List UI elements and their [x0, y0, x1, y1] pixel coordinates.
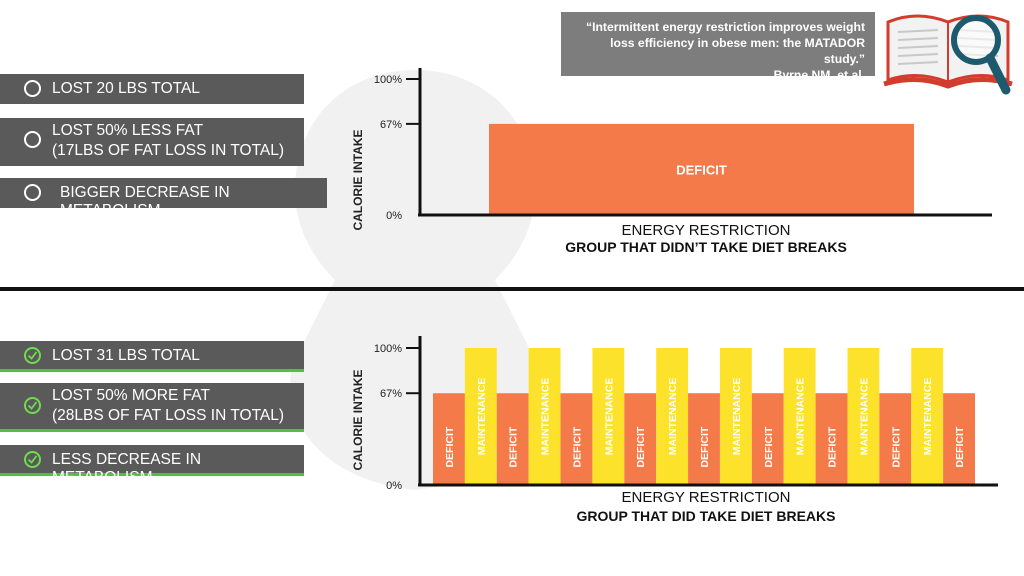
bar-label: DEFICIT — [635, 426, 647, 467]
y-tick-label: 67% — [380, 119, 402, 131]
deficit-bar — [688, 393, 720, 485]
result-text: BIGGER DECREASE IN METABOLISM — [60, 184, 230, 219]
quote-author: Byrne NM. et al. — [773, 68, 865, 82]
y-tick-label: 100% — [374, 343, 402, 355]
y-tick-label: 67% — [380, 388, 402, 400]
check-circle-icon — [24, 347, 41, 364]
result-tag-less-metabolism-decrease: LESS DECREASE IN METABOLISM — [0, 445, 304, 486]
result-text: LOST 31 LBS TOTAL — [52, 347, 200, 364]
bar-label: MAINTENANCE — [858, 378, 870, 456]
chart-no-diet-breaks: CALORIE INTAKE 0% 67% 100% DEFICIT ENERGY … — [351, 68, 992, 255]
result-tag-more-fat: LOST 50% MORE FAT (28LBS OF FAT LOSS IN … — [0, 383, 304, 432]
result-subtext: (17LBS OF FAT LOSS IN TOTAL) — [52, 142, 285, 159]
result-tag-less-fat: LOST 50% LESS FAT (17LBS OF FAT LOSS IN … — [0, 118, 304, 166]
maintenance-bar — [719, 348, 752, 485]
book-magnifier-icon — [883, 14, 1013, 95]
y-tick-label: 0% — [386, 480, 402, 492]
maintenance-bar — [783, 348, 816, 485]
maintenance-bar — [528, 348, 561, 485]
maintenance-bar — [656, 348, 689, 485]
y-tick-label: 100% — [374, 74, 402, 86]
maintenance-bar — [592, 348, 625, 485]
empty-circle-icon — [24, 131, 41, 148]
bar-label: DEFICIT — [954, 426, 966, 467]
result-text: LOST 50% LESS FAT — [52, 122, 204, 139]
deficit-bar — [489, 123, 914, 215]
deficit-bar — [943, 393, 975, 485]
maintenance-bar — [464, 348, 497, 485]
chart-title: GROUP THAT DID TAKE DIET BREAKS — [576, 508, 835, 524]
deficit-bar — [624, 393, 657, 485]
bar-label: MAINTENANCE — [731, 378, 743, 456]
bar-label: DEFICIT — [763, 426, 775, 467]
chart-title: GROUP THAT DIDN’T TAKE DIET BREAKS — [565, 239, 847, 255]
deficit-bar — [496, 393, 529, 485]
deficit-bar — [815, 393, 848, 485]
result-text: LOST 20 LBS TOTAL — [52, 80, 200, 97]
quote-line-1: “Intermittent energy restriction improve… — [585, 20, 865, 34]
bar-label: MAINTENANCE — [540, 378, 552, 456]
result-tag-lost-20-lbs: LOST 20 LBS TOTAL — [0, 74, 304, 104]
result-text: LOST 50% MORE FAT — [52, 387, 210, 404]
quote-line-2: loss efficiency in obese men: the MATADO… — [610, 36, 865, 66]
bar-label: DEFICIT — [676, 162, 727, 177]
bar-label: MAINTENANCE — [795, 378, 807, 456]
bar-label: MAINTENANCE — [476, 378, 488, 456]
y-axis-label: CALORIE INTAKE — [351, 369, 365, 470]
bar-label: MAINTENANCE — [603, 378, 615, 456]
section-divider — [0, 287, 1024, 291]
bar-label: DEFICIT — [890, 426, 902, 467]
result-tag-bigger-metabolism-decrease: BIGGER DECREASE IN METABOLISM — [0, 178, 327, 219]
bar-label: DEFICIT — [699, 426, 711, 467]
deficit-bar — [879, 393, 912, 485]
bar-label: MAINTENANCE — [922, 378, 934, 456]
result-text: LESS DECREASE IN METABOLISM — [52, 451, 202, 486]
empty-circle-icon — [24, 184, 41, 201]
x-axis-label: ENERGY RESTRICTION — [622, 222, 791, 239]
check-circle-icon — [24, 451, 41, 468]
bar-label: DEFICIT — [444, 426, 456, 467]
deficit-bar — [433, 393, 465, 485]
study-quote: “Intermittent energy restriction improve… — [561, 12, 875, 82]
chart-diet-breaks: CALORIE INTAKE 0% 67% 100% DEFICIT MAINTENA… — [351, 336, 998, 524]
bar-label: DEFICIT — [508, 426, 520, 467]
deficit-bar — [751, 393, 784, 485]
y-axis-label: CALORIE INTAKE — [351, 129, 365, 230]
bar-label: MAINTENANCE — [667, 378, 679, 456]
result-tag-lost-31-lbs: LOST 31 LBS TOTAL — [0, 341, 304, 372]
maintenance-bar — [911, 348, 944, 485]
check-circle-icon — [24, 397, 41, 414]
bar-label: DEFICIT — [827, 426, 839, 467]
result-subtext: (28LBS OF FAT LOSS IN TOTAL) — [52, 407, 285, 424]
deficit-bar — [560, 393, 593, 485]
bar-label: DEFICIT — [571, 426, 583, 467]
y-tick-label: 0% — [386, 210, 402, 222]
maintenance-bar — [847, 348, 880, 485]
empty-circle-icon — [24, 80, 41, 97]
x-axis-label: ENERGY RESTRICTION — [622, 489, 791, 506]
